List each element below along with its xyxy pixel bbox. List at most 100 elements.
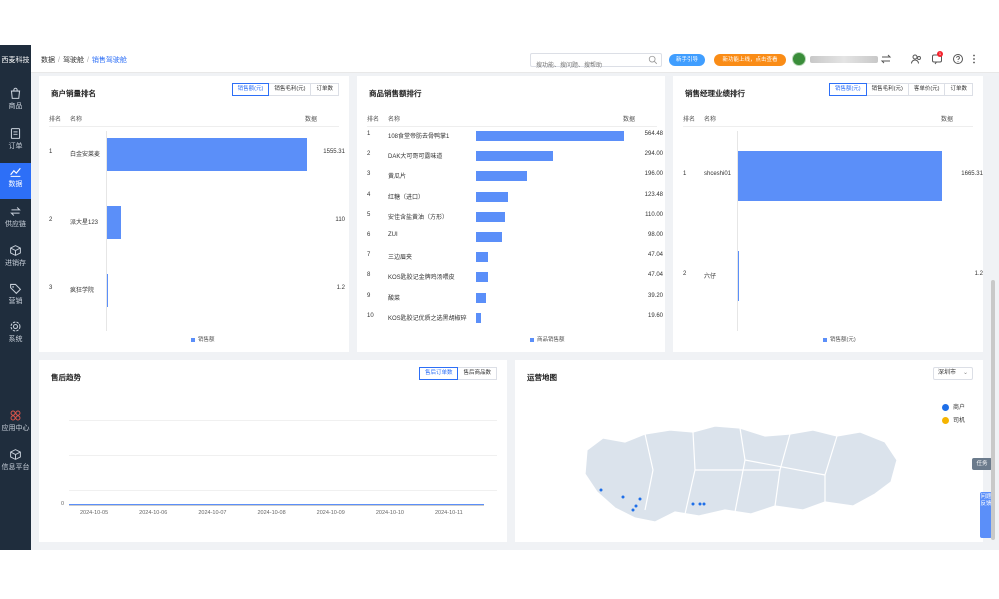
sidebar-item-label: 供应链 (5, 221, 26, 228)
legend-swatch (530, 337, 534, 342)
rank-row: 2 派大星123 110 (49, 217, 345, 227)
metric-unit-price-button[interactable]: 客单价(元) (907, 83, 946, 96)
metric-orders-button[interactable]: 订单数 (944, 83, 973, 96)
search-box[interactable] (530, 53, 662, 72)
merchant-marker[interactable] (702, 502, 706, 506)
metric-profit-button[interactable]: 销售毛利(元) (865, 83, 909, 96)
sidebar-item-inventory[interactable]: 进销存 (0, 242, 31, 278)
sidebar-item-orders[interactable]: 订单 (0, 125, 31, 161)
sidebar-item-info-platform[interactable]: 信息平台 (0, 446, 31, 482)
sidebar-item-label: 系统 (8, 336, 23, 343)
merchant-marker[interactable] (691, 502, 695, 506)
newbie-guide-button[interactable]: 新手引导 (669, 54, 705, 66)
page-scrollbar[interactable] (991, 280, 995, 540)
col-name-header: 名称 (70, 117, 83, 123)
city-select[interactable]: 深圳市 ⌄ (933, 367, 973, 380)
bar[interactable] (476, 151, 554, 162)
sidebar-item-label: 应用中心 (1, 425, 30, 432)
col-value-header: 数据 (305, 117, 318, 123)
merchant-marker[interactable] (698, 502, 702, 506)
rank-number: 1 (49, 149, 53, 155)
rank-number: 4 (367, 191, 371, 198)
rank-name: 108食堂帝肪去骨鸭掌1 (388, 134, 450, 140)
bar[interactable] (476, 272, 489, 283)
legend-label: 司机 (953, 418, 966, 424)
bar[interactable] (107, 205, 122, 239)
tag-icon (10, 283, 22, 295)
rank-name: 黄瓜片 (388, 174, 407, 181)
col-value-header: 数据 (941, 117, 954, 123)
rank-number: 2 (49, 217, 53, 223)
search-icon[interactable] (648, 55, 658, 65)
bar[interactable] (476, 312, 482, 323)
sidebar-item-system[interactable]: 系统 (0, 318, 31, 354)
rank-name: shceshi01 (704, 171, 732, 177)
breadcrumb-item[interactable]: 驾驶舱 (62, 57, 84, 64)
merchant-marker[interactable] (638, 497, 642, 501)
rank-row: 1 shceshi01 1665.31 (683, 171, 983, 181)
bar[interactable] (476, 131, 624, 141)
sidebar-item-app-center[interactable]: 应用中心 (0, 407, 31, 443)
metric-sales-button[interactable]: 销售额(元) (231, 83, 270, 96)
more-vertical-icon[interactable] (968, 53, 980, 65)
feedback-tab[interactable]: 问题反馈 (980, 492, 992, 538)
rank-number: 7 (367, 252, 371, 259)
bar[interactable] (476, 191, 509, 202)
aftersale-items-button[interactable]: 售后商品数 (457, 367, 497, 380)
sidebar-item-data[interactable]: 数据 (0, 163, 31, 199)
bar[interactable] (476, 171, 528, 182)
sidebar-item-supply-chain[interactable]: 供应链 (0, 203, 31, 239)
merchant-marker[interactable] (621, 495, 625, 499)
rank-row: 6 ZUI 98.00 (367, 232, 663, 242)
col-rank-header: 排名 (49, 117, 62, 123)
bar[interactable] (476, 252, 489, 263)
metric-orders-button[interactable]: 订单数 (310, 83, 339, 96)
sidebar-item-products[interactable]: 商品 (0, 85, 31, 121)
grid-line (69, 455, 497, 456)
help-icon[interactable] (952, 53, 964, 65)
x-tick-label: 2024-10-10 (375, 510, 404, 516)
metric-sales-button[interactable]: 销售额(元) (828, 83, 867, 96)
task-tab[interactable]: 任务 (972, 458, 992, 470)
merchant-marker[interactable] (599, 488, 603, 492)
user-group-icon[interactable] (910, 53, 922, 65)
aftersale-orders-button[interactable]: 售后订单数 (418, 367, 459, 380)
rank-value: 1555.31 (323, 149, 345, 155)
metric-toggle: 销售额(元) 销售毛利(元) 客单价(元) 订单数 (828, 83, 973, 96)
legend-driver[interactable]: 司机 (942, 415, 965, 424)
cube-icon (10, 449, 21, 460)
x-tick-label: 2024-10-11 (435, 510, 463, 516)
metric-toggle: 销售额(元) 销售毛利(元) 订单数 (231, 83, 339, 96)
y-tick-label: 0 (61, 501, 65, 507)
legend-dot (942, 403, 949, 411)
avatar[interactable] (792, 52, 806, 66)
sidebar-item-marketing[interactable]: 营销 (0, 280, 31, 316)
breadcrumb-item[interactable]: 数据 (41, 57, 55, 64)
metric-profit-button[interactable]: 销售毛利(元) (268, 83, 312, 96)
bar[interactable] (738, 251, 739, 301)
legend-merchant[interactable]: 商户 (942, 402, 965, 411)
bar[interactable] (476, 232, 502, 242)
rank-row: 5 安佳含盐黄油（方形） 110.00 (367, 212, 663, 222)
bar[interactable] (476, 292, 487, 303)
switch-arrows-icon[interactable] (880, 53, 892, 65)
announcement-button[interactable]: 新功能上线，点击查看 (714, 54, 786, 66)
merchant-marker[interactable] (634, 504, 638, 508)
bar[interactable] (476, 211, 505, 222)
rank-number: 3 (49, 285, 53, 291)
map-region (584, 425, 898, 523)
bar[interactable] (107, 137, 307, 171)
top-bar: 数据/驾驶舱/销售驾驶舱 新手引导 新功能上线，点击查看 1 (31, 45, 999, 73)
rank-row: 1 108食堂帝肪去骨鸭掌1 564.48 (367, 131, 663, 141)
search-input[interactable] (531, 60, 643, 72)
rank-name: 六仔 (704, 274, 717, 280)
merchant-marker[interactable] (631, 508, 635, 512)
product-rank-panel: 商品销售额排行 排名 名称 数据 1 108食堂帝肪去骨鸭掌1 564.48 2 DAK… (357, 76, 665, 352)
rank-row: 8 KOS匙胶记金牌鸡汤喂皮 47.04 (367, 272, 663, 282)
box-icon (10, 245, 21, 256)
rank-name: 白金安莱麦 (70, 152, 101, 158)
bar[interactable] (738, 151, 942, 201)
rank-name: KOS匙胶记金牌鸡汤喂皮 (388, 275, 455, 282)
rank-name: KOS匙胶记优质之选黑胡椒碎 (388, 315, 467, 322)
bar[interactable] (107, 273, 108, 307)
